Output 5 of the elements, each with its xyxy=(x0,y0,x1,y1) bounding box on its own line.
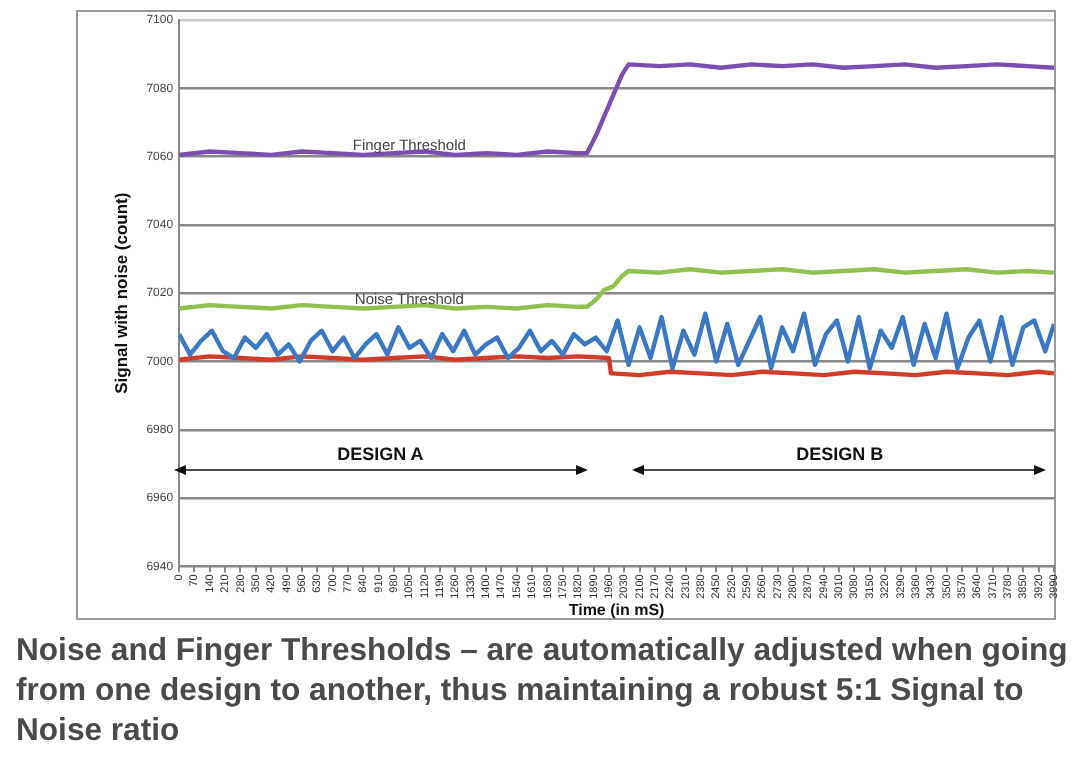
x-axis-title: Time (in mS) xyxy=(568,600,666,619)
annotation: DESIGN A xyxy=(337,444,425,465)
annotation: DESIGN B xyxy=(796,444,885,465)
text: Noise and Finger Thresholds – are automatically adjusted when going from one design to another, thus maintaining a robust 5:1 Signal to Noise ratio xyxy=(16,632,1070,752)
y-axis-title: Signal with noise (count) xyxy=(110,192,131,394)
